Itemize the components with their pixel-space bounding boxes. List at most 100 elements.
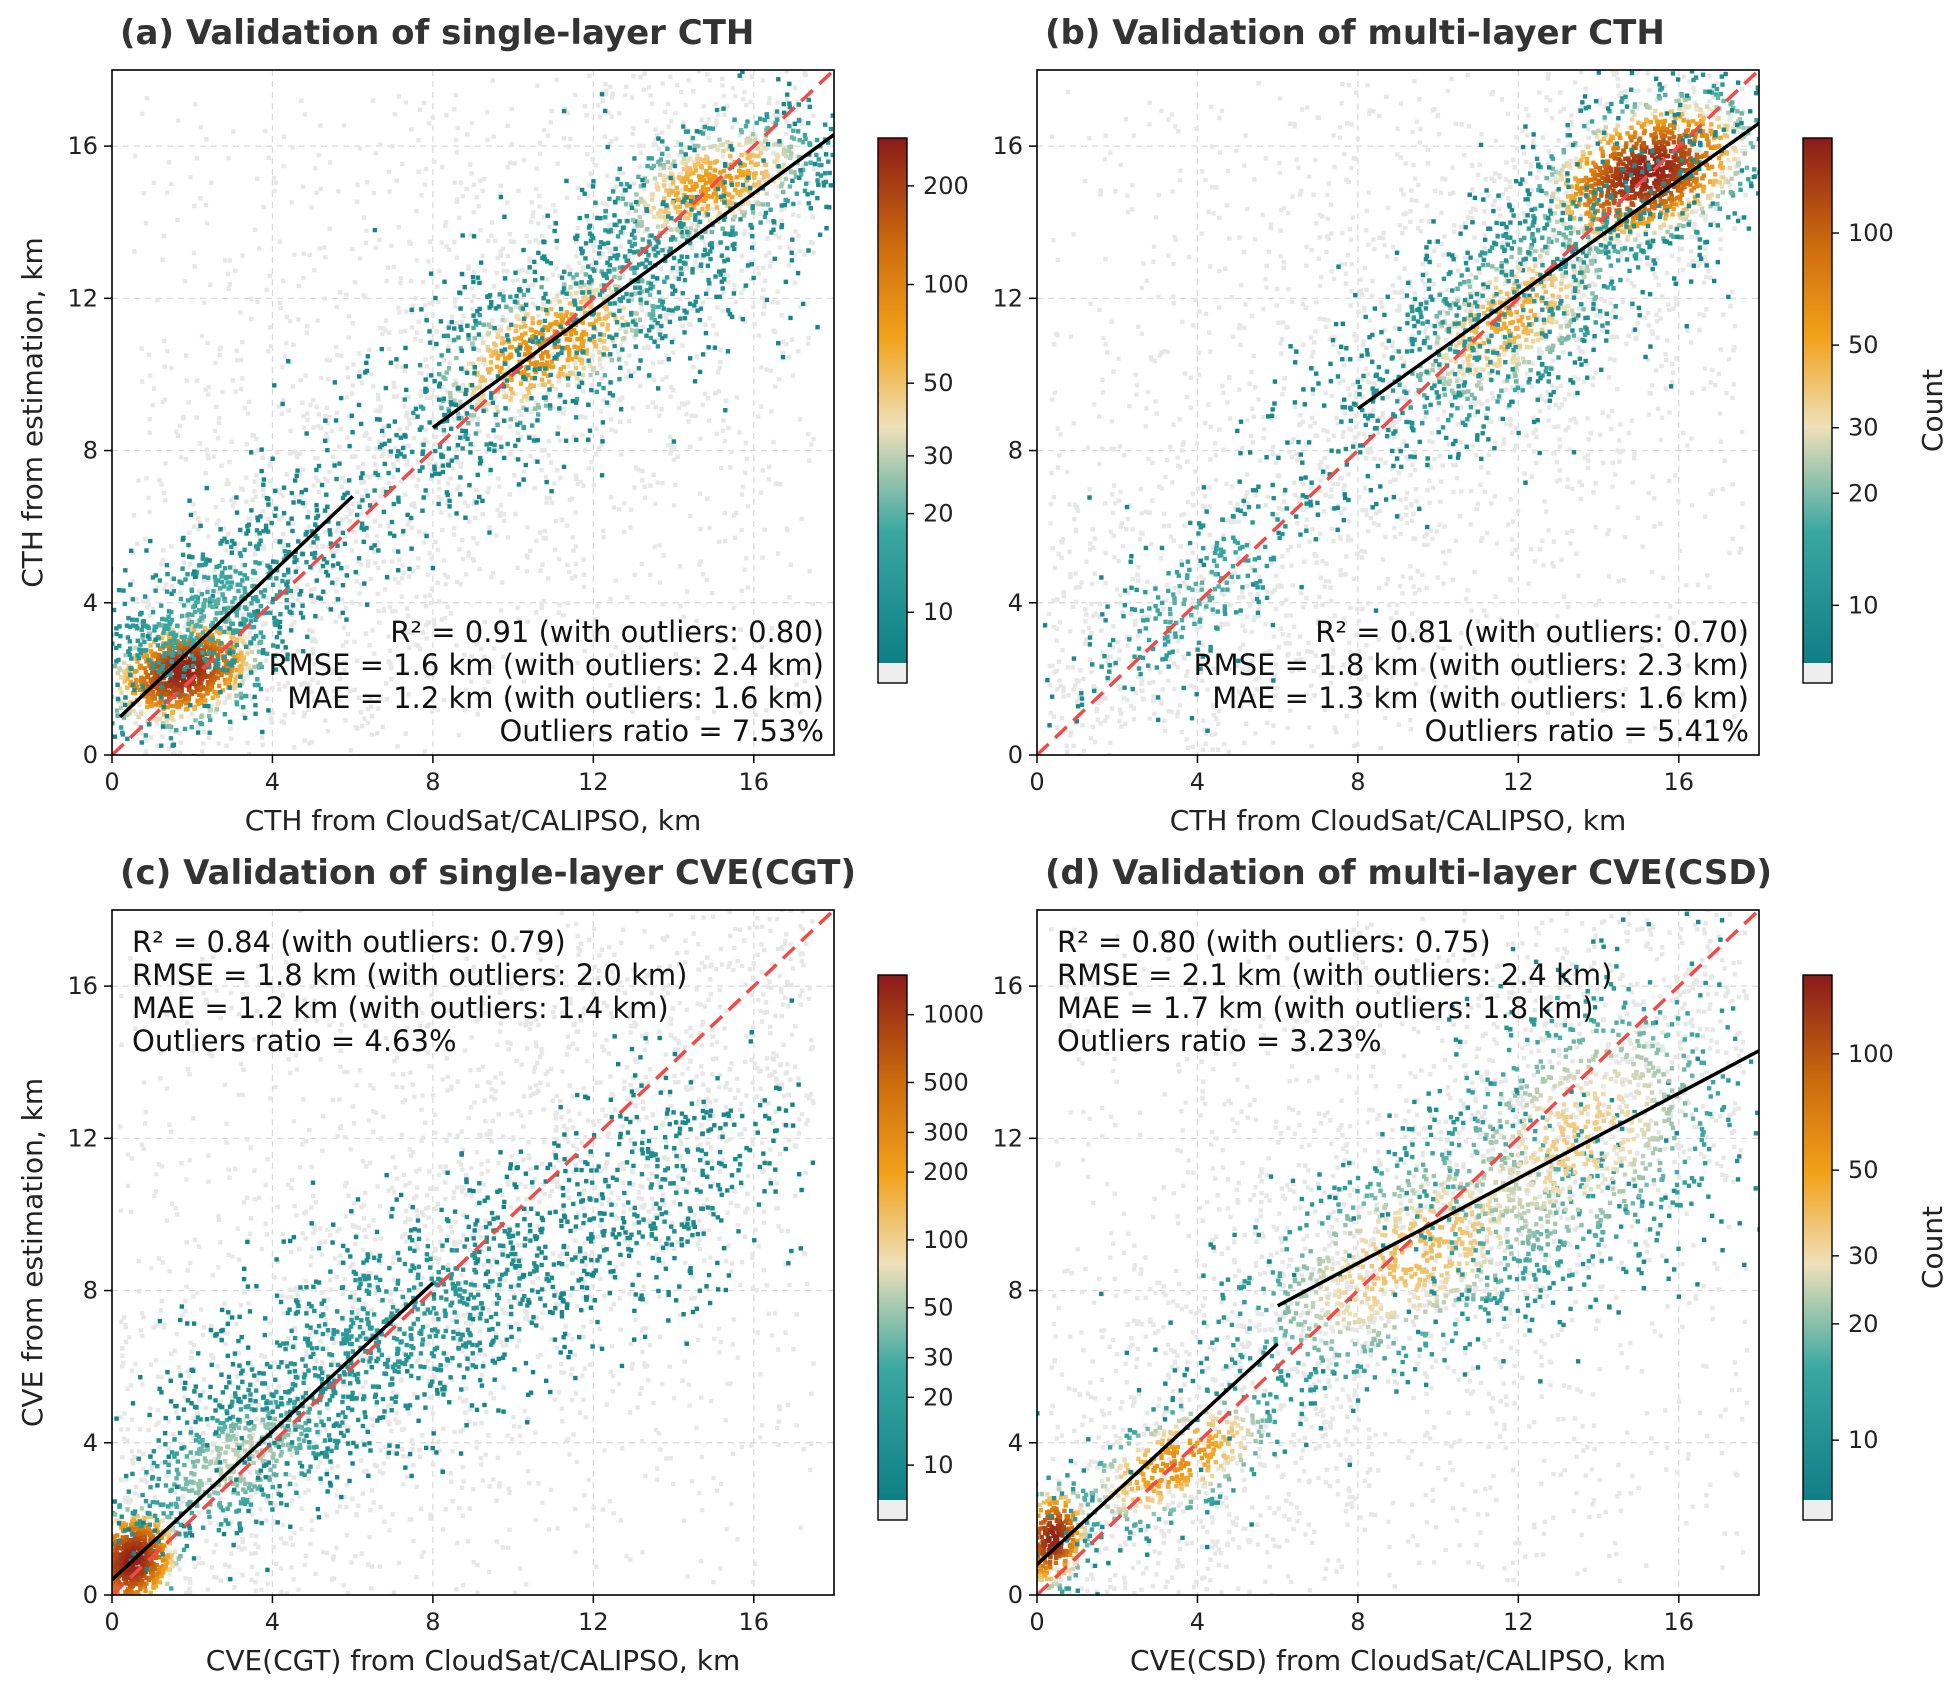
bg-point	[404, 425, 410, 431]
density-point	[150, 575, 156, 580]
bg-point	[430, 312, 436, 318]
density-point	[554, 293, 560, 299]
density-point	[162, 626, 167, 631]
bg-point	[452, 417, 457, 422]
bg-point	[140, 599, 146, 604]
bg-point	[367, 475, 372, 480]
bg-point	[564, 523, 570, 528]
density-point	[669, 227, 674, 232]
bg-point	[671, 457, 677, 463]
bg-point	[246, 751, 252, 755]
bg-point	[163, 461, 168, 466]
density-point	[738, 128, 744, 133]
bg-point	[546, 576, 551, 581]
density-point	[481, 405, 486, 410]
density-point	[226, 680, 232, 685]
bg-point	[771, 439, 776, 445]
bg-point	[396, 94, 401, 99]
density-point	[182, 696, 188, 701]
bg-point	[155, 297, 160, 303]
bg-point	[441, 432, 447, 437]
density-point	[139, 711, 144, 717]
density-point	[707, 180, 712, 185]
bg-point	[668, 434, 673, 439]
density-point	[563, 373, 568, 378]
bg-point	[577, 260, 582, 265]
density-point	[549, 364, 555, 370]
bg-point	[506, 365, 511, 370]
bg-point	[283, 671, 289, 676]
bg-point	[407, 417, 412, 422]
bg-point	[498, 191, 503, 197]
density-point	[525, 312, 530, 317]
bg-point	[331, 667, 337, 673]
bg-point	[163, 582, 169, 587]
density-point	[647, 241, 653, 247]
bg-point	[766, 100, 772, 106]
bg-point	[430, 115, 436, 120]
density-point	[244, 644, 249, 650]
bg-point	[583, 415, 588, 420]
bg-point	[537, 240, 542, 245]
bg-point	[565, 288, 571, 293]
bg-point	[365, 720, 371, 726]
bg-point	[277, 490, 283, 495]
bg-point	[411, 501, 417, 506]
bg-point	[634, 683, 639, 689]
density-point	[670, 200, 675, 205]
bg-point	[422, 594, 428, 599]
density-point	[178, 699, 183, 705]
bg-point	[364, 488, 369, 493]
bg-point	[488, 471, 493, 476]
bg-point	[414, 594, 419, 599]
bg-point	[796, 214, 801, 219]
bg-point	[447, 337, 452, 342]
bg-point	[799, 621, 804, 626]
density-point	[718, 170, 723, 175]
bg-point	[150, 402, 155, 408]
density-point	[694, 129, 700, 134]
bg-point	[527, 548, 533, 553]
bg-point	[485, 490, 490, 495]
bg-point	[429, 556, 434, 561]
density-point	[603, 315, 609, 321]
density-point	[281, 572, 287, 578]
bg-point	[284, 471, 289, 477]
bg-point	[311, 698, 317, 703]
density-point	[227, 647, 232, 653]
bg-point	[458, 461, 464, 467]
bg-point	[144, 738, 149, 744]
bg-point	[391, 475, 396, 480]
density-point	[288, 628, 294, 633]
bg-point	[319, 616, 324, 621]
bg-point	[778, 112, 784, 118]
density-point	[253, 633, 259, 639]
bg-point	[639, 307, 644, 313]
density-point	[705, 187, 710, 192]
density-point	[427, 340, 433, 345]
bg-point	[525, 525, 530, 530]
density-point	[168, 672, 173, 678]
bg-point	[204, 137, 209, 142]
bg-point	[212, 428, 218, 434]
density-point	[185, 572, 190, 577]
density-point	[227, 719, 233, 725]
density-point	[735, 181, 740, 187]
bg-point	[368, 576, 374, 582]
bg-point	[601, 535, 606, 540]
density-point	[236, 652, 241, 658]
density-point	[300, 603, 305, 608]
bg-point	[608, 417, 614, 422]
density-point	[553, 319, 559, 325]
bg-point	[148, 735, 154, 740]
bg-point	[676, 702, 682, 707]
bg-point	[428, 456, 433, 461]
density-point	[419, 425, 424, 430]
density-point	[200, 607, 205, 613]
bg-point	[638, 150, 643, 156]
density-point	[635, 223, 640, 228]
density-point	[504, 383, 509, 388]
density-point	[627, 248, 633, 254]
density-point	[561, 464, 567, 470]
bg-point	[773, 688, 778, 693]
